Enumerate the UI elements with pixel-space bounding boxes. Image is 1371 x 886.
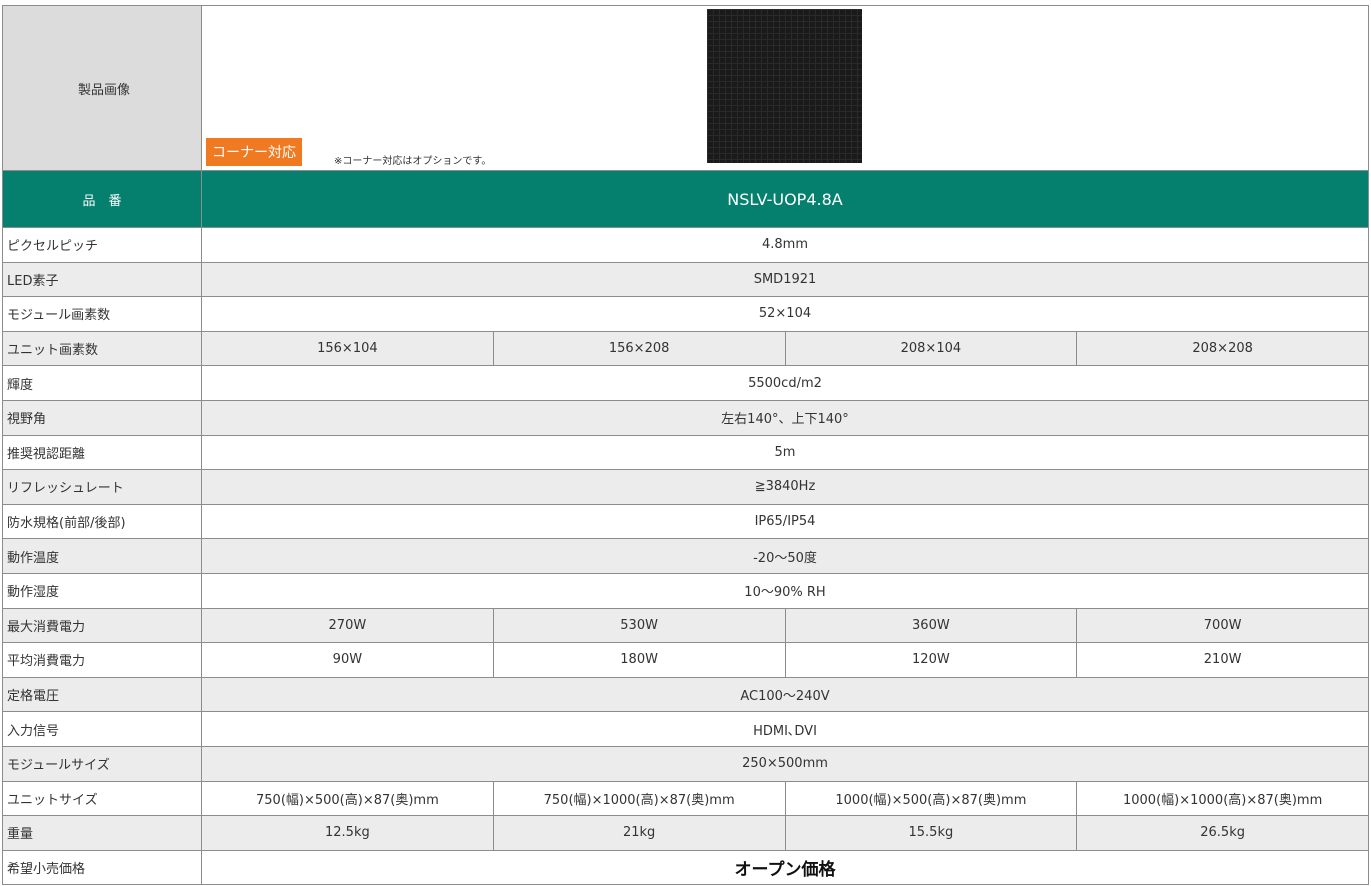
spec-value: 250×500mm [201,745,1369,782]
label: 製品画像 [2,5,202,171]
spec-value: 15.5kg [784,815,1078,851]
spec-row: 重量 12.5kg 21kg 15.5kg 26.5kg [2,815,1369,851]
spec-value: 1000(幅)×1000(高)×87(奥)mm [1076,780,1369,817]
spec-row: 希望小売価格 オープン価格 [2,849,1369,886]
spec-label: 推奨視認距離 [2,434,202,471]
note: ※コーナー対応はオプションです。 [334,156,492,167]
spec-value: ≧3840Hz [201,469,1369,505]
spec-value: 270W [201,607,494,644]
spec-table: 製品画像 コーナー対応 ※コーナー対応はオプションです。 品 番 NSLV-UO… [2,5,1369,886]
spec-value: オープン価格 [201,849,1369,886]
spec-row: ユニット画素数 156×104 156×208 208×104 208×208 [2,330,1369,367]
spec-row: LED素子 SMD1921 [2,261,1369,298]
spec-value: 156×104 [201,330,494,367]
spec-label: 入力信号 [2,711,202,747]
spec-value: 52×104 [201,296,1369,332]
spec-value: 4.8mm [201,227,1369,263]
spec-row: 輝度 5500cd/m2 [2,365,1369,401]
spec-label: LED素子 [2,261,202,298]
spec-label: 輝度 [2,365,202,401]
model-row: 品 番 NSLV-UOP4.8A [2,170,1369,228]
spec-value: 156×208 [492,330,786,367]
spec-label: モジュールサイズ [2,745,202,782]
spec-label: ユニットサイズ [2,780,202,817]
spec-value: 左右140°、上下140° [201,399,1369,436]
spec-value: AC100～240V [201,676,1369,713]
spec-value: SMD1921 [201,261,1369,298]
spec-value: 360W [784,607,1078,644]
spec-label: モジュール画素数 [2,296,202,332]
spec-value: IP65/IP54 [201,503,1369,540]
spec-value: 750(幅)×500(高)×87(奥)mm [201,780,494,817]
spec-value: 10～90% RH [201,572,1369,609]
label: 品 番 [2,170,202,228]
spec-row: モジュールサイズ 250×500mm [2,745,1369,782]
model-value: NSLV-UOP4.8A [201,170,1369,228]
spec-label: 視野角 [2,399,202,436]
spec-value: 180W [492,642,786,678]
product-image [707,9,862,163]
spec-value: HDMI､DVI [201,711,1369,747]
spec-row: 平均消費電力 90W 180W 120W 210W [2,642,1369,678]
spec-label: 動作湿度 [2,572,202,609]
spec-label: 最大消費電力 [2,607,202,644]
spec-label: ピクセルピッチ [2,227,202,263]
spec-value: 5m [201,434,1369,471]
spec-row: 動作温度 -20～50度 [2,538,1369,574]
spec-row: ピクセルピッチ 4.8mm [2,227,1369,263]
spec-label: 防水規格(前部/後部) [2,503,202,540]
spec-value: 1000(幅)×500(高)×87(奥)mm [784,780,1078,817]
spec-value: 208×104 [784,330,1078,367]
spec-value: 750(幅)×1000(高)×87(奥)mm [492,780,786,817]
spec-row: モジュール画素数 52×104 [2,296,1369,332]
spec-row: 最大消費電力 270W 530W 360W 700W [2,607,1369,644]
spec-row: 防水規格(前部/後部) IP65/IP54 [2,503,1369,540]
spec-label: リフレッシュレート [2,469,202,505]
spec-value: 530W [492,607,786,644]
spec-value: 700W [1076,607,1369,644]
spec-value: 21kg [492,815,786,851]
spec-value: 26.5kg [1076,815,1369,851]
spec-row: ユニットサイズ 750(幅)×500(高)×87(奥)mm 750(幅)×1000(… [2,780,1369,817]
spec-row: 入力信号 HDMI､DVI [2,711,1369,747]
spec-row: リフレッシュレート ≧3840Hz [2,469,1369,505]
spec-row: 推奨視認距離 5m [2,434,1369,471]
spec-value: 208×208 [1076,330,1369,367]
spec-label: 重量 [2,815,202,851]
spec-label: 動作温度 [2,538,202,574]
image-cell: コーナー対応 ※コーナー対応はオプションです。 [201,5,1369,171]
spec-label: 平均消費電力 [2,642,202,678]
badge: コーナー対応 [206,138,302,166]
spec-value: 120W [784,642,1078,678]
spec-label: 希望小売価格 [2,849,202,886]
spec-row: 定格電圧 AC100～240V [2,676,1369,713]
spec-row: 動作湿度 10～90% RH [2,572,1369,609]
spec-label: ユニット画素数 [2,330,202,367]
spec-value: 90W [201,642,494,678]
image-row: 製品画像 コーナー対応 ※コーナー対応はオプションです。 [2,5,1369,171]
spec-row: 視野角 左右140°、上下140° [2,399,1369,436]
spec-value: -20～50度 [201,538,1369,574]
spec-value: 5500cd/m2 [201,365,1369,401]
spec-value: 12.5kg [201,815,494,851]
spec-value: 210W [1076,642,1369,678]
spec-label: 定格電圧 [2,676,202,713]
